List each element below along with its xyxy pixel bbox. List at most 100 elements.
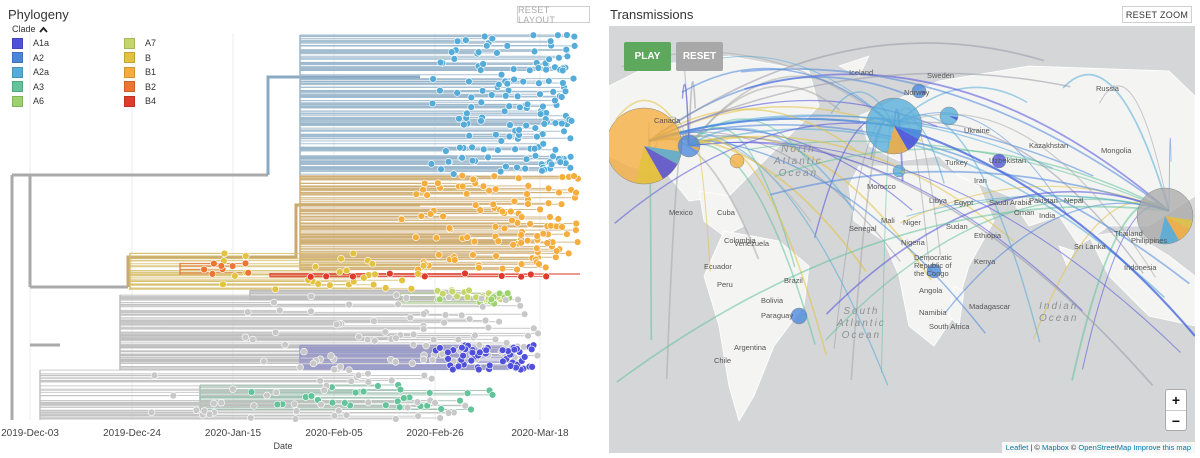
- tree-tip: [562, 45, 570, 54]
- tree-tip: [510, 75, 518, 84]
- tree-tip: [520, 353, 529, 361]
- legend-item-a2[interactable]: A2: [12, 52, 124, 65]
- place-label: Norway: [904, 88, 930, 97]
- place-label: Brazil: [784, 276, 803, 285]
- tree-tip: [327, 352, 335, 360]
- legend-item-a1a[interactable]: A1a: [12, 37, 124, 50]
- tree-tip: [533, 351, 542, 360]
- tree-tip: [355, 333, 363, 341]
- tree-tip: [322, 272, 330, 281]
- legend-item-a3[interactable]: A3: [12, 81, 124, 94]
- tree-tip: [515, 126, 523, 134]
- location-pie: [892, 164, 906, 178]
- pie-slice: [737, 161, 744, 165]
- tree-tip: [533, 244, 541, 252]
- legend-item-b4[interactable]: B4: [124, 95, 184, 108]
- legend-item-a2a[interactable]: A2a: [12, 66, 124, 79]
- tree-tip: [477, 117, 485, 125]
- tree-tip: [409, 330, 418, 339]
- transmission-arc: [681, 67, 895, 127]
- legend-item-a6[interactable]: A6: [12, 95, 124, 108]
- tree-tip: [566, 134, 575, 143]
- tree-tip: [492, 252, 500, 260]
- tree-tip: [563, 52, 572, 60]
- tree-tip: [330, 365, 338, 374]
- transmission-arc: [893, 121, 1144, 274]
- tree-tip: [263, 391, 271, 400]
- tree-tip: [450, 55, 458, 63]
- chevron-up-icon[interactable]: [38, 26, 48, 33]
- tree-tip: [314, 280, 322, 288]
- tree-tip: [481, 316, 490, 325]
- zoom-out-button[interactable]: −: [1166, 410, 1186, 430]
- tree-tip: [513, 265, 521, 274]
- map-canvas[interactable]: [609, 26, 1195, 453]
- tree-tip: [534, 329, 542, 338]
- tree-tip: [463, 109, 471, 118]
- tree-tip: [435, 251, 443, 259]
- place-label: Turkey: [945, 158, 968, 167]
- tree-tip: [522, 155, 531, 163]
- tree-tip: [476, 206, 484, 214]
- transmission-arc: [648, 124, 1190, 285]
- legend-item-b1[interactable]: B1: [124, 66, 184, 79]
- transmission-arc: [688, 138, 828, 356]
- legend-item-b2[interactable]: B2: [124, 81, 184, 94]
- pie-slice: [799, 316, 807, 320]
- tree-tip: [559, 79, 567, 87]
- osm-link[interactable]: OpenStreetMap: [1078, 443, 1132, 452]
- tree-tip: [436, 58, 445, 67]
- legend-swatch: [124, 52, 135, 64]
- tree-tip: [502, 162, 510, 171]
- tree-tip: [454, 335, 463, 344]
- tree-tip: [519, 77, 527, 86]
- tree-tip: [276, 306, 284, 315]
- place-label: Nigeria: [901, 238, 925, 247]
- location-pie: [939, 106, 959, 126]
- phylogeny-tree[interactable]: [0, 25, 598, 425]
- landmass: [703, 230, 810, 422]
- tree-tip: [406, 314, 414, 322]
- tree-tip: [546, 213, 554, 221]
- tree-tip: [341, 399, 349, 407]
- location-pie: [729, 153, 745, 169]
- tree-tip: [523, 190, 531, 198]
- legend-item-b[interactable]: B: [124, 52, 184, 65]
- improve-map-link[interactable]: Improve this map: [1133, 443, 1191, 452]
- reset-zoom-button[interactable]: RESET ZOOM: [1122, 6, 1192, 23]
- tree-tip: [453, 37, 462, 45]
- pie-slice: [644, 146, 682, 165]
- legend-header[interactable]: Clade: [12, 24, 184, 34]
- place-label: Peru: [717, 280, 733, 289]
- legend-item-a7[interactable]: A7: [124, 37, 184, 50]
- reset-layout-button[interactable]: RESET LAYOUT: [517, 5, 590, 25]
- tree-tip: [542, 65, 550, 74]
- tree-tip: [422, 342, 430, 350]
- place-label: Democratic Republic of the Congo: [914, 253, 952, 278]
- tree-tip: [368, 260, 376, 268]
- place-label: India: [1039, 211, 1056, 220]
- play-button[interactable]: PLAY: [624, 42, 671, 71]
- transmissions-map[interactable]: Iceland Sweden Norway Russia Canada Kazakhsta…: [609, 26, 1195, 453]
- transmission-arc: [688, 141, 1181, 353]
- tree-tip: [241, 259, 250, 268]
- legend-label: A1a: [33, 38, 50, 49]
- tree-tip: [495, 318, 503, 326]
- tree-tip: [552, 247, 561, 255]
- tree-tip: [483, 42, 491, 50]
- tree-tip: [475, 341, 483, 349]
- tree-tip: [448, 48, 456, 56]
- zoom-in-button[interactable]: +: [1171, 392, 1181, 408]
- mapbox-link[interactable]: Mapbox: [1042, 443, 1069, 452]
- tree-tip: [364, 398, 372, 407]
- tree-tip: [569, 74, 578, 83]
- reset-animation-button[interactable]: RESET: [676, 42, 723, 71]
- place-label: Chile: [714, 356, 732, 365]
- leaflet-link[interactable]: Leaflet: [1005, 443, 1029, 452]
- tree-tip: [342, 411, 351, 419]
- tree-tip: [564, 249, 573, 258]
- pie-slice: [894, 126, 919, 151]
- tree-tip: [200, 407, 209, 415]
- tree-tip: [439, 290, 447, 298]
- tree-tip: [403, 403, 412, 412]
